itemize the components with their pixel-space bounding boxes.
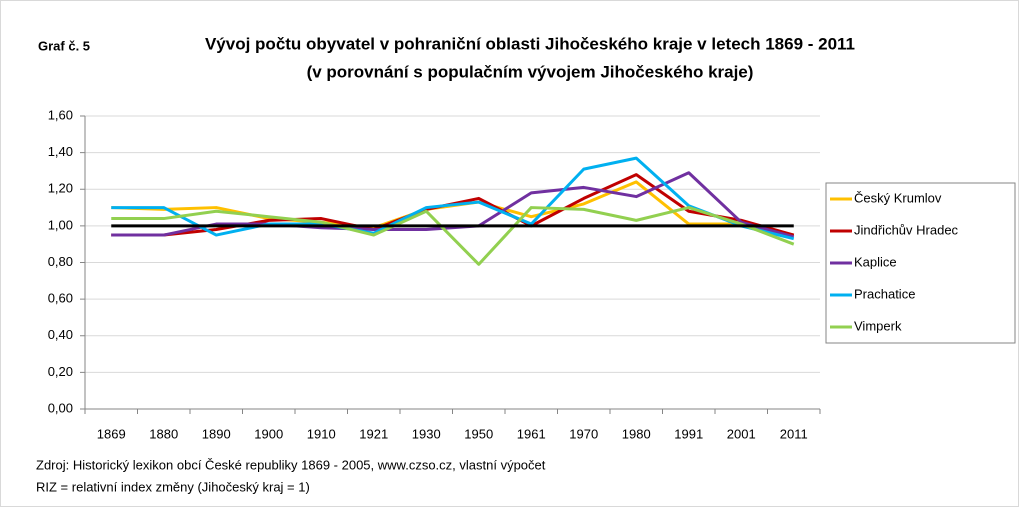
x-tick-label: 1930 (412, 426, 441, 441)
x-tick-label: 1869 (97, 426, 126, 441)
x-tick-label: 1970 (569, 426, 598, 441)
x-tick-label: 1880 (149, 426, 178, 441)
y-tick-label: 1,00 (48, 217, 73, 232)
y-tick-label: 0,60 (48, 291, 73, 306)
legend-label: Vimperk (854, 318, 902, 333)
y-tick-label: 1,20 (48, 181, 73, 196)
y-tick-label: 0,20 (48, 364, 73, 379)
x-tick-label: 1961 (517, 426, 546, 441)
chart-label: Graf č. 5 (38, 38, 90, 53)
chart-title: Vývoj počtu obyvatel v pohraniční oblast… (205, 34, 855, 53)
note: Zdroj: Historický lexikon obcí České rep… (36, 457, 546, 472)
chart-subtitle: (v porovnání s populačním vývojem Jihoče… (307, 62, 754, 81)
x-tick-label: 1921 (359, 426, 388, 441)
y-tick-label: 0,40 (48, 327, 73, 342)
x-tick-label: 1991 (674, 426, 703, 441)
legend-label: Prachatice (854, 286, 915, 301)
x-tick-label: 1910 (307, 426, 336, 441)
legend-label: Kaplice (854, 254, 897, 269)
y-tick-label: 1,60 (48, 107, 73, 122)
x-tick-label: 2011 (780, 426, 808, 441)
series-line (111, 156, 795, 241)
y-tick-label: 0,00 (48, 400, 73, 415)
y-tick-label: 0,80 (48, 254, 73, 269)
legend-box (825, 182, 1016, 344)
legend-label: Český Krumlov (854, 190, 942, 205)
legend-label: Jindřichův Hradec (854, 222, 959, 237)
x-tick-label: 1980 (622, 426, 651, 441)
series-line (111, 171, 795, 239)
note: RIZ = relativní index změny (Jihočeský k… (36, 479, 310, 494)
x-tick-label: 2001 (727, 426, 756, 441)
x-tick-label: 1900 (254, 426, 283, 441)
x-tick-label: 1950 (464, 426, 493, 441)
series-line (111, 206, 795, 266)
y-tick-label: 1,40 (48, 144, 73, 159)
x-tick-label: 1890 (202, 426, 231, 441)
